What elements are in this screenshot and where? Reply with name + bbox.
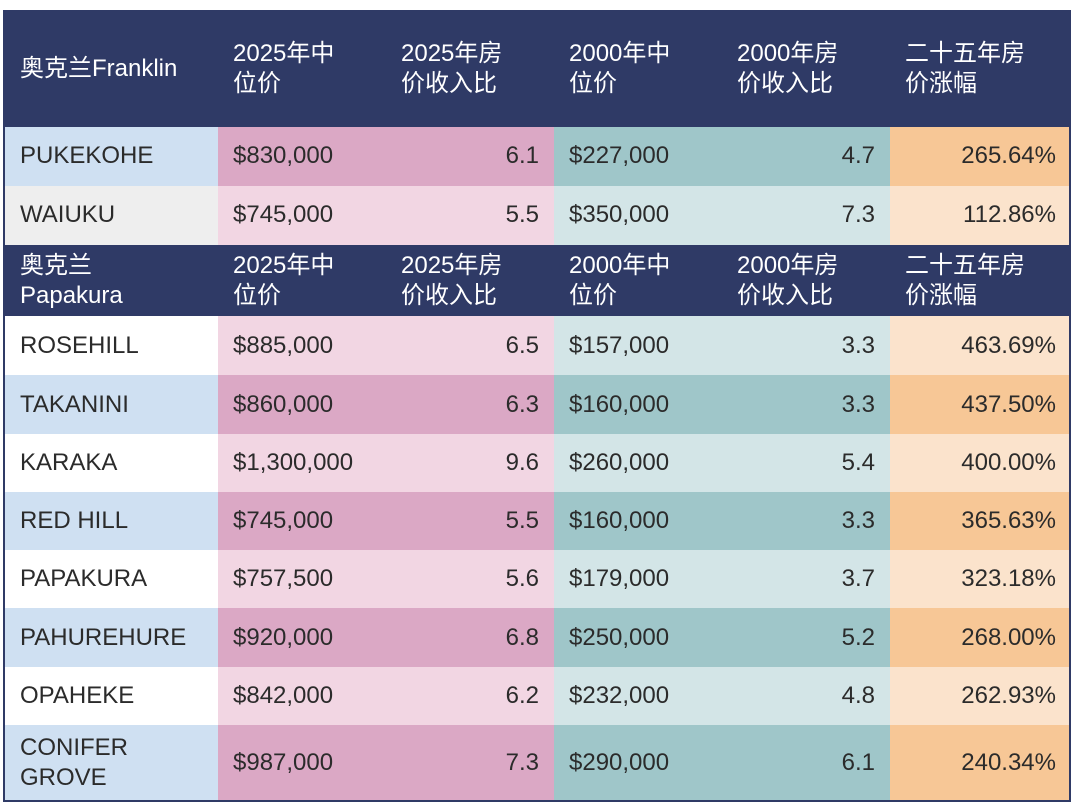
median-2025: $860,000 — [218, 375, 386, 434]
table-row: RED HILL $745,000 5.5 $160,000 3.3 365.6… — [5, 491, 1069, 551]
median-2025: $920,000 — [218, 608, 386, 667]
ratio-2025: 5.5 — [386, 491, 554, 551]
median-2025: $885,000 — [218, 316, 386, 376]
median-2000: $179,000 — [554, 550, 722, 609]
median-2000: $227,000 — [554, 126, 722, 186]
suburb-name: PAHUREHURE — [5, 608, 218, 667]
table-row: PAHUREHURE $920,000 6.8 $250,000 5.2 268… — [5, 608, 1069, 667]
header-2025-ratio: 2025年房 价收入比 — [401, 251, 503, 309]
growth-25yr: 112.86% — [890, 185, 1069, 246]
median-2000: $260,000 — [554, 433, 722, 492]
median-2025: $757,500 — [218, 550, 386, 609]
median-2000: $350,000 — [554, 185, 722, 246]
ratio-2025: 6.3 — [386, 375, 554, 434]
median-2025: $830,000 — [218, 126, 386, 186]
ratio-2025: 6.8 — [386, 608, 554, 667]
median-2000: $250,000 — [554, 608, 722, 667]
ratio-2025: 6.1 — [386, 126, 554, 186]
ratio-2025: 6.2 — [386, 666, 554, 725]
suburb-name: PUKEKOHE — [5, 126, 218, 186]
header-25yr-growth: 二十五年房 价涨幅 — [905, 251, 1025, 309]
papakura-header-row: 奥克兰 Papakura 2025年中 位价 2025年房 价收入比 2000年… — [5, 245, 1069, 317]
header-2025-median: 2025年中 位价 — [233, 251, 335, 309]
header-2025-median: 2025年中 位价 — [233, 40, 335, 98]
median-2000: $290,000 — [554, 724, 722, 800]
ratio-2025: 9.6 — [386, 433, 554, 492]
growth-25yr: 262.93% — [890, 666, 1069, 725]
growth-25yr: 437.50% — [890, 375, 1069, 434]
table-row: PAPAKURA $757,500 5.6 $179,000 3.7 323.1… — [5, 550, 1069, 609]
median-2000: $160,000 — [554, 491, 722, 551]
median-2025: $745,000 — [218, 491, 386, 551]
table-row: OPAHEKE $842,000 6.2 $232,000 4.8 262.93… — [5, 666, 1069, 725]
table-row: TAKANINI $860,000 6.3 $160,000 3.3 437.5… — [5, 375, 1069, 434]
table-row: KARAKA $1,300,000 9.6 $260,000 5.4 400.0… — [5, 433, 1069, 492]
ratio-2000: 3.3 — [722, 375, 890, 434]
ratio-2025: 5.6 — [386, 550, 554, 609]
header-2025-ratio: 2025年房 价收入比 — [401, 40, 503, 98]
franklin-header-row: 奥克兰Franklin 2025年中 位价 2025年房 价收入比 2000年中… — [5, 12, 1069, 127]
suburb-name: CONIFER GROVE — [5, 724, 218, 800]
ratio-2000: 5.4 — [722, 433, 890, 492]
header-region: 奥克兰Franklin — [20, 55, 178, 83]
table-row: ROSEHILL $885,000 6.5 $157,000 3.3 463.6… — [5, 316, 1069, 376]
growth-25yr: 365.63% — [890, 491, 1069, 551]
median-2000: $160,000 — [554, 375, 722, 434]
ratio-2000: 6.1 — [722, 724, 890, 800]
median-2025: $1,300,000 — [218, 433, 386, 492]
table-row: CONIFER GROVE $987,000 7.3 $290,000 6.1 … — [5, 724, 1069, 800]
growth-25yr: 323.18% — [890, 550, 1069, 609]
ratio-2025: 6.5 — [386, 316, 554, 376]
suburb-name: ROSEHILL — [5, 316, 218, 376]
median-2025: $842,000 — [218, 666, 386, 725]
header-2000-ratio: 2000年房 价收入比 — [737, 251, 839, 309]
header-2000-median: 2000年中 位价 — [569, 40, 671, 98]
ratio-2000: 3.7 — [722, 550, 890, 609]
growth-25yr: 268.00% — [890, 608, 1069, 667]
ratio-2025: 7.3 — [386, 724, 554, 800]
median-2025: $745,000 — [218, 185, 386, 246]
ratio-2000: 5.2 — [722, 608, 890, 667]
growth-25yr: 400.00% — [890, 433, 1069, 492]
growth-25yr: 240.34% — [890, 724, 1069, 800]
suburb-name: RED HILL — [5, 491, 218, 551]
header-25yr-growth: 二十五年房 价涨幅 — [905, 40, 1025, 98]
suburb-name: OPAHEKE — [5, 666, 218, 725]
growth-25yr: 463.69% — [890, 316, 1069, 376]
ratio-2025: 5.5 — [386, 185, 554, 246]
growth-25yr: 265.64% — [890, 126, 1069, 186]
table-row: WAIUKU $745,000 5.5 $350,000 7.3 112.86% — [5, 185, 1069, 246]
suburb-name: KARAKA — [5, 433, 218, 492]
suburb-name: PAPAKURA — [5, 550, 218, 609]
header-2000-ratio: 2000年房 价收入比 — [737, 40, 839, 98]
ratio-2000: 3.3 — [722, 316, 890, 376]
ratio-2000: 7.3 — [722, 185, 890, 246]
table-row: PUKEKOHE $830,000 6.1 $227,000 4.7 265.6… — [5, 126, 1069, 186]
median-2000: $157,000 — [554, 316, 722, 376]
ratio-2000: 4.8 — [722, 666, 890, 725]
house-price-table: 奥克兰Franklin 2025年中 位价 2025年房 价收入比 2000年中… — [3, 10, 1071, 802]
suburb-name: TAKANINI — [5, 375, 218, 434]
median-2000: $232,000 — [554, 666, 722, 725]
median-2025: $987,000 — [218, 724, 386, 800]
suburb-name: WAIUKU — [5, 185, 218, 246]
ratio-2000: 3.3 — [722, 491, 890, 551]
header-2000-median: 2000年中 位价 — [569, 251, 671, 309]
header-region: 奥克兰 Papakura — [20, 251, 123, 309]
ratio-2000: 4.7 — [722, 126, 890, 186]
